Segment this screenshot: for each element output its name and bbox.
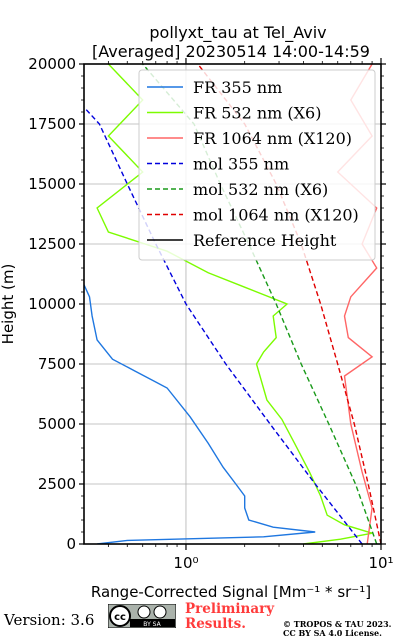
plot-area: 0 2500 5000 7500 10000 12500 15000 17500 20000 10… xyxy=(28,55,393,572)
y-tick-label: 12500 xyxy=(28,235,76,253)
y-tick-label: 15000 xyxy=(28,175,76,193)
y-tick-label: 20000 xyxy=(28,55,76,73)
x-axis-label: Range-Corrected Signal [Mm⁻¹ * sr⁻¹] xyxy=(91,583,371,601)
legend-label-0: FR 355 nm xyxy=(193,78,282,97)
preliminary-notice: Preliminary Results. xyxy=(185,602,274,632)
legend-label-1: FR 532 nm (X6) xyxy=(193,104,321,123)
svg-text:cc: cc xyxy=(114,612,126,623)
y-tick-label: 5000 xyxy=(38,415,76,433)
legend-box xyxy=(138,69,376,261)
y-tick-label: 0 xyxy=(66,535,76,553)
version-label: Version: 3.6 xyxy=(4,611,95,629)
cc-license-badge: cc BY SA xyxy=(108,604,176,628)
y-tick-label: 7500 xyxy=(38,355,76,373)
cc-badge-text: BY SA xyxy=(143,621,161,628)
legend: FR 355 nm FR 532 nm (X6) FR 1064 nm (X120)… xyxy=(138,69,376,261)
legend-label-5: mol 1064 nm (X120) xyxy=(193,206,359,225)
series-line-0 xyxy=(84,284,316,544)
preliminary-line1: Preliminary xyxy=(185,601,275,617)
by-icon xyxy=(137,605,151,619)
y-tick-label: 2500 xyxy=(38,475,76,493)
chart-title-line1: pollyxt_tau at Tel_Aviv xyxy=(149,23,326,43)
legend-label-2: FR 1064 nm (X120) xyxy=(193,129,352,148)
series-line-1 xyxy=(96,64,373,544)
x-tick-label: 10⁰ xyxy=(173,554,198,572)
chart-title-line2: [Averaged] 20230514 14:00-14:59 xyxy=(92,42,370,61)
y-tick-label: 10000 xyxy=(28,295,76,313)
legend-label-6: Reference Height xyxy=(193,231,337,250)
y-axis-label: Height (m) xyxy=(0,264,17,345)
y-tick-label: 17500 xyxy=(28,115,76,133)
copyright-notice: © TROPOS & TAU 2023. CC BY SA 4.0 Licens… xyxy=(283,620,391,638)
preliminary-line2: Results. xyxy=(185,616,246,632)
cc-icon xyxy=(109,605,131,627)
legend-label-4: mol 532 nm (X6) xyxy=(193,180,328,199)
copyright-line2: CC BY SA 4.0 License. xyxy=(283,628,382,638)
sa-icon xyxy=(153,605,167,619)
series-line-3 xyxy=(84,106,363,544)
x-tick-label: 10¹ xyxy=(368,554,393,572)
legend-label-3: mol 355 nm xyxy=(193,155,289,174)
copyright-line1: © TROPOS & TAU 2023. xyxy=(283,619,392,629)
